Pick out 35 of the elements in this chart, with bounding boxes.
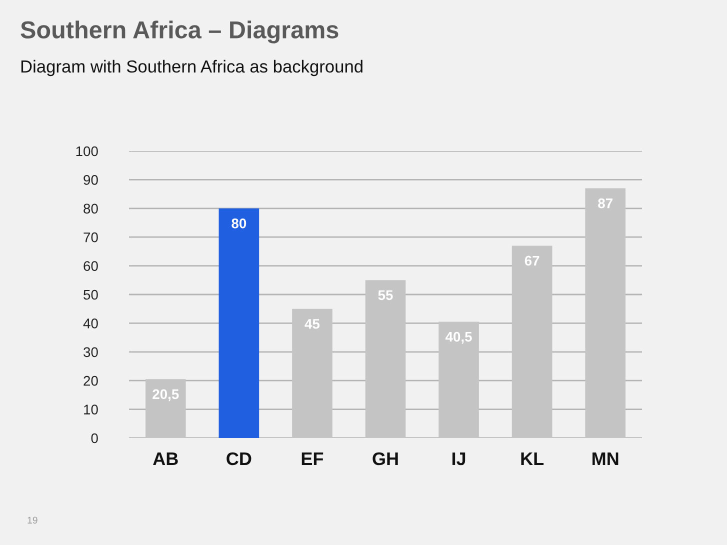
- data-label: 20,5: [152, 389, 179, 402]
- bar: [218, 208, 260, 438]
- y-tick-label: 70: [84, 232, 98, 242]
- y-tick-label: 30: [84, 347, 98, 358]
- x-tick-label: IJ: [452, 452, 466, 466]
- chart-title: Southern Africa – Diagrams: [20, 20, 338, 44]
- bar: [438, 322, 479, 438]
- x-tick-label: CD: [226, 452, 252, 466]
- text: 19: [28, 516, 38, 524]
- data-label: 45: [304, 319, 320, 329]
- bar: [512, 246, 552, 438]
- data-label: 55: [378, 290, 393, 300]
- y-tick-label: 40: [83, 318, 98, 328]
- bar: [145, 379, 186, 438]
- y-tick-label: 80: [84, 204, 98, 214]
- bar: [585, 188, 626, 438]
- y-tick-label: 90: [84, 175, 98, 185]
- x-tick-label: MN: [592, 452, 618, 465]
- y-tick-label: 20: [84, 376, 98, 386]
- x-tick-label: KL: [521, 452, 544, 465]
- chart-subtitle: Diagram with Southern Africa as background: [21, 60, 362, 76]
- x-tick-label: EF: [302, 452, 324, 465]
- y-tick-label: 50: [84, 290, 98, 300]
- bar: [365, 280, 406, 438]
- x-tick-label: GH: [372, 452, 398, 466]
- y-tick-label: 100: [76, 146, 98, 156]
- data-label: 67: [524, 256, 540, 266]
- y-tick-label: 60: [84, 261, 98, 271]
- data-label: 80: [232, 218, 246, 228]
- data-label: 87: [598, 198, 612, 208]
- y-tick-label: 10: [84, 404, 98, 414]
- data-label: 40,5: [445, 332, 472, 344]
- bar: [292, 308, 332, 438]
- x-tick-label: AB: [153, 452, 178, 465]
- y-tick-label: 0: [91, 433, 98, 444]
